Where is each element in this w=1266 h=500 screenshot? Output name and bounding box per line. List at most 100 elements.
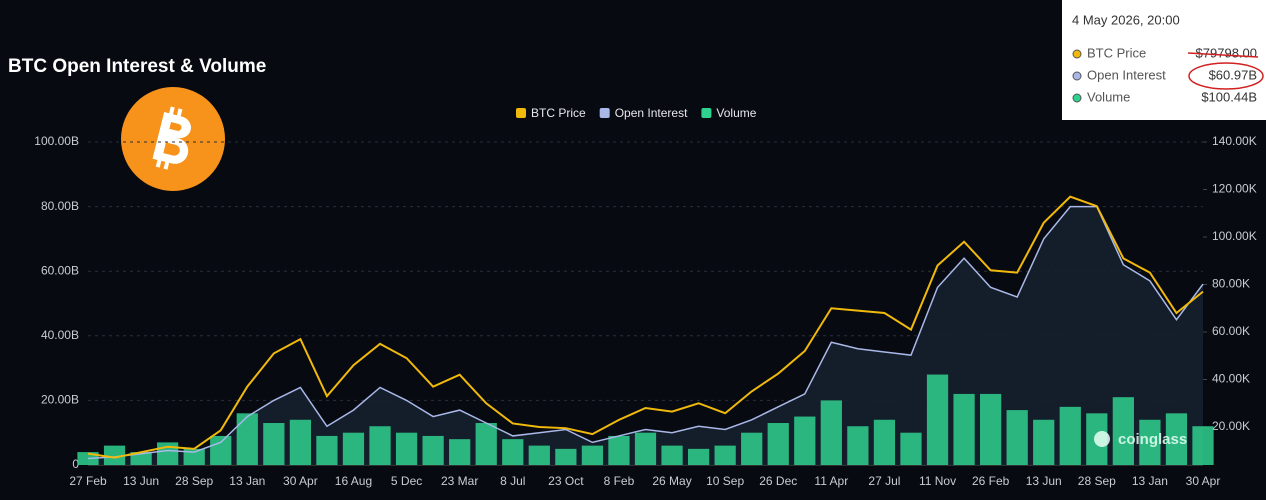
x-tick-label: 26 May — [652, 474, 691, 488]
volume-bar — [475, 423, 497, 465]
x-tick-label: 11 Nov — [919, 474, 956, 488]
line — [87, 195, 1204, 459]
x-tick-label: 26 Dec — [759, 474, 797, 488]
volume-bar — [1033, 419, 1055, 465]
volume-bar — [1059, 406, 1081, 465]
volume-bar — [608, 435, 630, 465]
volume-bar — [661, 445, 683, 465]
volume-bar — [794, 416, 816, 465]
y-tick-label: 40.00B — [41, 328, 79, 342]
volume-bar — [820, 400, 842, 465]
volume-bar — [289, 419, 311, 465]
x-tick-label: 30 Apr — [1186, 474, 1221, 488]
legend-swatch — [599, 108, 610, 118]
legend-swatch — [701, 108, 712, 118]
y2-tick-label: 60.00K — [1212, 324, 1250, 338]
legend-swatch — [516, 108, 526, 118]
volume-bar — [449, 439, 471, 465]
volume-bar — [103, 445, 126, 465]
tooltip-value: $60.97B — [1209, 67, 1257, 82]
volume-bar — [687, 448, 710, 465]
volume-bar — [847, 426, 869, 465]
watermark: coinglass — [1118, 431, 1187, 448]
y2-tick-label: 140.00K — [1212, 134, 1257, 148]
volume-bar — [369, 426, 391, 465]
circle-annotation — [1188, 62, 1264, 90]
volume-bar — [873, 419, 896, 465]
tooltip-dot — [1072, 49, 1082, 59]
volume-bar — [926, 374, 949, 465]
volume-bar — [1139, 419, 1161, 465]
tooltip: 4 May 2026, 20:00 — [1062, 0, 1266, 120]
volume-bar — [528, 445, 550, 465]
tooltip-value: $100.44B — [1201, 89, 1257, 104]
y-tick-label: 100.00B — [34, 134, 79, 148]
volume-bar — [130, 452, 152, 465]
x-tick-label: 13 Jun — [1026, 474, 1062, 488]
area — [88, 206, 1203, 465]
legend-label: BTC Price — [531, 106, 586, 120]
x-tick-label: 8 Jul — [500, 474, 525, 488]
volume-bar — [555, 448, 577, 465]
volume-bar — [395, 432, 418, 465]
y2-tick-label: 100.00K — [1212, 229, 1257, 243]
volume-bar — [581, 445, 604, 465]
x-tick-label: 5 Dec — [391, 474, 422, 488]
x-tick-label: 11 Apr — [814, 474, 848, 488]
x-tick-label: 26 Feb — [972, 474, 1010, 488]
volume-bar — [1112, 397, 1134, 465]
x-tick-label: 16 Aug — [335, 474, 372, 488]
chart-title: BTC Open Interest & Volume — [8, 56, 266, 77]
y-tick-label: 0 — [72, 457, 79, 471]
y2-tick-label: 40.00K — [1212, 372, 1250, 386]
volume-bar — [263, 423, 285, 465]
tooltip-label: Open Interest — [1087, 67, 1166, 82]
volume-bar — [1165, 413, 1188, 465]
x-tick-label: 30 Apr — [283, 474, 318, 488]
legend-label: Volume — [716, 106, 756, 120]
x-tick-label: 23 Mar — [441, 474, 478, 488]
volume-bar — [422, 435, 444, 465]
x-tick-label: 27 Jul — [868, 474, 900, 488]
y-tick-label: 60.00B — [41, 263, 79, 277]
volume-bar — [210, 435, 232, 465]
y2-tick-label: 120.00K — [1212, 182, 1257, 196]
x-tick-label: 27 Feb — [69, 474, 107, 488]
tooltip-dot — [1072, 93, 1082, 103]
volume-bar — [342, 432, 365, 465]
bitcoin-logo — [121, 87, 225, 191]
volume-bar — [634, 432, 657, 465]
tooltip-value: $79798.00 — [1196, 45, 1257, 60]
volume-bar — [316, 435, 338, 465]
volume-bar — [236, 413, 258, 465]
tooltip-dot — [1072, 71, 1082, 81]
line — [87, 205, 1204, 460]
volume-bar — [953, 393, 975, 465]
volume-bar — [900, 432, 922, 465]
volume-bar — [980, 393, 1002, 465]
x-tick-label: 8 Feb — [604, 474, 635, 488]
x-tick-label: 13 Jan — [1132, 474, 1168, 488]
x-tick-label: 10 Sep — [706, 474, 744, 488]
volume-bar — [714, 445, 736, 465]
y2-tick-label: 80.00K — [1212, 277, 1250, 291]
strike-annotation — [1187, 52, 1259, 58]
tooltip-title: 4 May 2026, 20:00 — [1072, 12, 1180, 27]
x-tick-label: 13 Jun — [123, 474, 159, 488]
legend-label: Open Interest — [615, 106, 688, 120]
tooltip-label: BTC Price — [1087, 45, 1146, 60]
volume-bar — [1192, 426, 1214, 465]
volume-bar — [741, 432, 763, 465]
x-tick-label: 23 Oct — [548, 474, 584, 488]
volume-bar — [1006, 410, 1028, 465]
volume-bar — [767, 423, 789, 465]
x-tick-label: 28 Sep — [1078, 474, 1116, 488]
x-tick-label: 28 Sep — [175, 474, 213, 488]
y-tick-label: 80.00B — [41, 199, 79, 213]
volume-bar — [502, 439, 524, 465]
x-tick-label: 13 Jan — [229, 474, 265, 488]
watermark-icon — [1094, 431, 1110, 447]
volume-bar — [183, 448, 205, 465]
y-tick-label: 20.00B — [41, 393, 79, 407]
